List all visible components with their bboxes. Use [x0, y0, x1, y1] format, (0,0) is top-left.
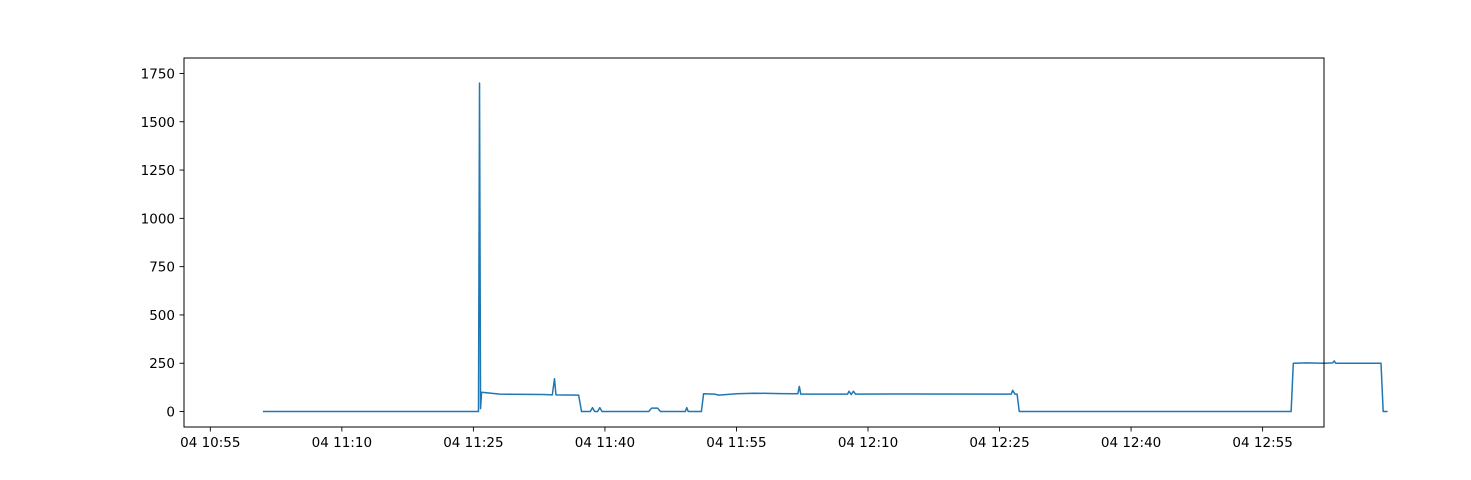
y-tick-label: 500: [149, 308, 175, 324]
x-tick-label: 04 11:40: [575, 435, 635, 451]
y-tick-label: 1250: [141, 163, 175, 179]
x-tick-label: 04 12:25: [969, 435, 1029, 451]
y-tick-label: 1000: [141, 211, 175, 227]
x-axis: 04 10:55 04 11:10 04 11:25 04 11:40 04 11:55…: [180, 427, 1293, 451]
y-axis: 0 250 500 750 1000 1250 1500 1750: [141, 66, 184, 421]
x-tick-label: 04 10:55: [180, 435, 240, 451]
x-tick-label: 04 12:10: [838, 435, 898, 451]
x-tick-label: 04 12:55: [1232, 435, 1292, 451]
y-tick-label: 250: [149, 356, 175, 372]
series-layer: [262, 82, 1388, 413]
y-tick-label: 1750: [141, 66, 175, 82]
x-tick-label: 04 11:10: [312, 435, 372, 451]
series-line-0: [262, 82, 1388, 413]
x-tick-label: 04 11:25: [443, 435, 503, 451]
x-tick-label: 04 12:40: [1101, 435, 1161, 451]
y-tick-label: 0: [166, 405, 175, 421]
x-tick-label: 04 11:55: [706, 435, 766, 451]
plot-frame: [183, 57, 1325, 428]
y-tick-label: 750: [149, 260, 175, 276]
y-tick-label: 1500: [141, 115, 175, 131]
